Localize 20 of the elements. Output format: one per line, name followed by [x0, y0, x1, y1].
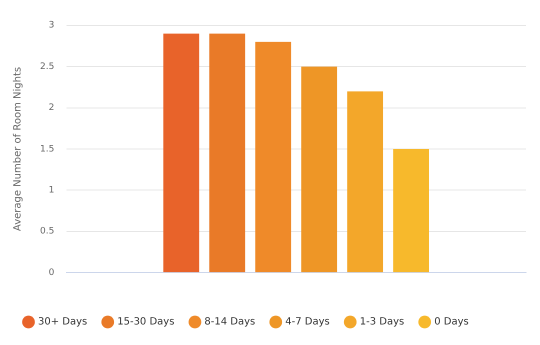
legend-label: 30+ Days — [38, 316, 88, 328]
legend-label: 1-3 Days — [360, 316, 404, 328]
bar — [163, 34, 200, 272]
y-tick-label: 3 — [48, 20, 54, 31]
bar — [393, 149, 430, 272]
y-tick-label: 2 — [48, 103, 54, 114]
legend-label: 8-14 Days — [204, 316, 256, 328]
bar — [255, 42, 292, 272]
bar — [347, 91, 384, 272]
y-tick-label: 1.5 — [40, 144, 54, 154]
y-axis-title: Average Number of Room Nights — [12, 66, 24, 232]
legend-label: 0 Days — [434, 316, 469, 328]
legend-label: 4-7 Days — [285, 316, 330, 328]
y-tick-label: 0 — [48, 268, 55, 278]
y-tick-label: 1 — [48, 186, 54, 196]
bar — [209, 34, 246, 272]
y-tick-label: 2.5 — [40, 62, 54, 72]
legend-label: 15-30 Days — [117, 316, 174, 328]
y-tick-label: 0.5 — [40, 226, 54, 237]
bar — [301, 66, 338, 272]
